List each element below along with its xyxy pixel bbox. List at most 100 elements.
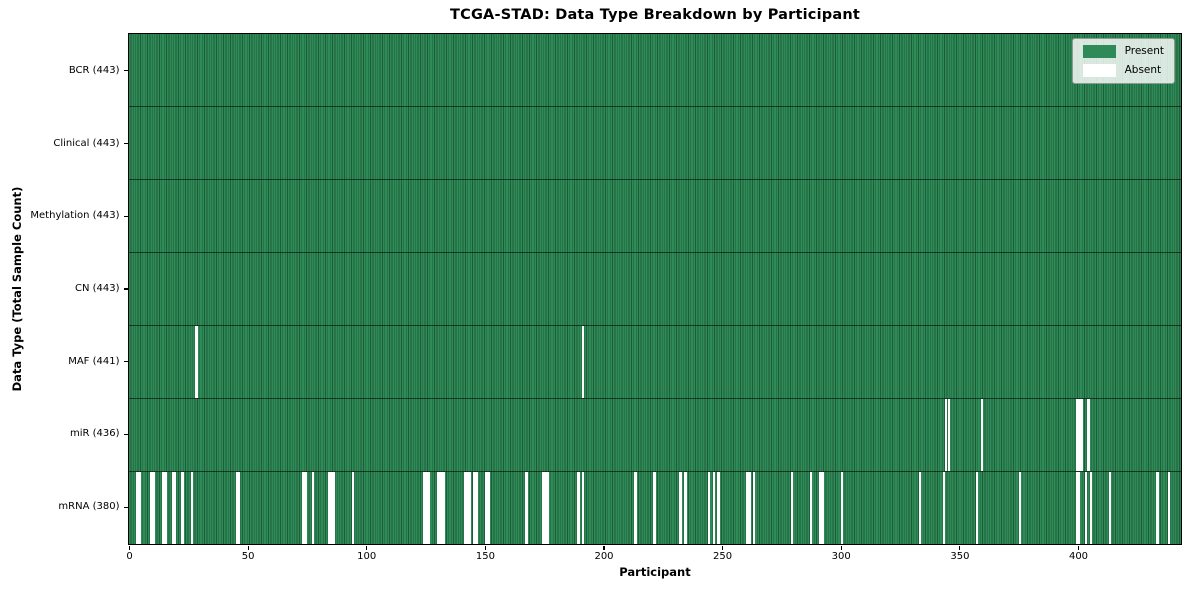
absent-bar bbox=[717, 472, 720, 544]
absent-bar bbox=[138, 472, 141, 544]
absent-bar bbox=[684, 472, 687, 544]
absent-bar bbox=[840, 472, 844, 544]
absent-bar bbox=[439, 472, 443, 544]
absent-bar bbox=[1089, 472, 1093, 544]
absent-bar bbox=[162, 472, 165, 544]
absent-bar bbox=[582, 326, 585, 398]
absent-bar bbox=[437, 472, 440, 544]
y-tick-label-cn: CN (443) bbox=[74, 283, 120, 294]
absent-bar bbox=[653, 472, 656, 544]
x-tick-label: 350 bbox=[950, 551, 970, 562]
absent-bar bbox=[707, 472, 711, 544]
y-tick-label-clinical: Clinical (443) bbox=[53, 137, 120, 149]
absent-bar bbox=[577, 472, 580, 544]
heatmap-row-clinical bbox=[129, 106, 1181, 179]
x-tick-mark bbox=[1077, 545, 1080, 550]
y-tick-mark bbox=[123, 506, 128, 508]
y-tick-mark bbox=[123, 361, 128, 363]
absent-bar bbox=[919, 472, 922, 544]
absent-bar bbox=[352, 472, 355, 544]
absent-bar bbox=[1085, 472, 1088, 544]
absent-bar bbox=[975, 472, 979, 544]
x-tick-mark bbox=[603, 545, 605, 550]
y-tick-mark bbox=[123, 70, 128, 72]
x-tick-label: 50 bbox=[241, 551, 255, 562]
absent-bar bbox=[752, 472, 756, 544]
absent-bar bbox=[819, 472, 822, 544]
x-tick-mark bbox=[366, 545, 368, 550]
absent-bar bbox=[1077, 472, 1081, 544]
absent-bar bbox=[235, 472, 239, 544]
absent-bar bbox=[423, 472, 426, 544]
absent-bar bbox=[302, 472, 305, 544]
x-tick-mark bbox=[128, 545, 131, 550]
absent-bar bbox=[465, 472, 469, 544]
y-tick-mark bbox=[123, 215, 128, 217]
absent-bar bbox=[945, 399, 948, 471]
absent-bar bbox=[311, 472, 315, 544]
legend-entry-absent: Absent bbox=[1082, 64, 1164, 77]
absent-bar bbox=[1075, 399, 1078, 471]
absent-bar bbox=[463, 472, 466, 544]
x-tick-mark bbox=[840, 545, 842, 550]
x-tick-mark bbox=[484, 545, 486, 550]
legend-label-present: Present bbox=[1124, 45, 1164, 57]
x-tick-mark bbox=[247, 545, 249, 550]
x-tick-label: 300 bbox=[831, 551, 851, 562]
plot-area: Present Absent bbox=[128, 33, 1182, 545]
absent-bar bbox=[947, 399, 950, 471]
absent-bar bbox=[712, 472, 715, 544]
absent-bar bbox=[425, 472, 428, 544]
legend-swatch-absent bbox=[1082, 64, 1116, 77]
absent-bar bbox=[427, 472, 431, 544]
legend-entry-present: Present bbox=[1082, 45, 1164, 58]
absent-bar bbox=[821, 472, 825, 544]
absent-bar bbox=[181, 472, 184, 544]
chart-title: TCGA-STAD: Data Type Breakdown by Partic… bbox=[450, 7, 860, 23]
absent-bar bbox=[546, 472, 549, 544]
y-tick-label-methylation: Methylation (443) bbox=[30, 210, 120, 222]
heatmap-row-cn bbox=[129, 252, 1181, 325]
absent-bar bbox=[190, 472, 194, 544]
absent-bar bbox=[333, 472, 336, 544]
heatmap-row-mrna bbox=[129, 471, 1181, 544]
absent-bar bbox=[304, 472, 307, 544]
absent-bar bbox=[487, 472, 490, 544]
x-tick-label: 150 bbox=[475, 551, 495, 562]
absent-bar bbox=[1108, 472, 1112, 544]
x-tick-label: 200 bbox=[594, 551, 614, 562]
absent-bar bbox=[164, 472, 167, 544]
absent-bar bbox=[541, 472, 545, 544]
absent-bar bbox=[790, 472, 794, 544]
x-tick-label: 250 bbox=[713, 551, 733, 562]
absent-bar bbox=[171, 472, 175, 544]
absent-bar bbox=[475, 472, 478, 544]
x-tick-mark bbox=[959, 545, 961, 550]
absent-bar bbox=[745, 472, 749, 544]
legend: Present Absent bbox=[1071, 38, 1175, 84]
absent-bar bbox=[1080, 399, 1083, 471]
y-tick-mark bbox=[123, 288, 128, 290]
x-tick-label: 400 bbox=[1068, 551, 1089, 562]
absent-bar bbox=[330, 472, 334, 544]
absent-bar bbox=[152, 472, 156, 544]
absent-bar bbox=[1156, 472, 1159, 544]
legend-label-absent: Absent bbox=[1124, 64, 1162, 76]
absent-bar bbox=[150, 472, 153, 544]
absent-bar bbox=[468, 472, 471, 544]
y-tick-mark bbox=[123, 433, 128, 435]
absent-bar bbox=[328, 472, 331, 544]
absent-bar bbox=[748, 472, 751, 544]
absent-bar bbox=[442, 472, 445, 544]
absent-bar bbox=[544, 472, 547, 544]
absent-bar bbox=[1168, 472, 1171, 544]
absent-bar bbox=[473, 472, 476, 544]
absent-bar bbox=[582, 472, 585, 544]
x-axis-label: Participant bbox=[619, 565, 691, 579]
absent-bar bbox=[525, 472, 528, 544]
absent-bar bbox=[980, 399, 984, 471]
absent-bar bbox=[1075, 472, 1078, 544]
heatmap-row-bcr bbox=[129, 34, 1181, 106]
heatmap-row-methylation bbox=[129, 179, 1181, 252]
